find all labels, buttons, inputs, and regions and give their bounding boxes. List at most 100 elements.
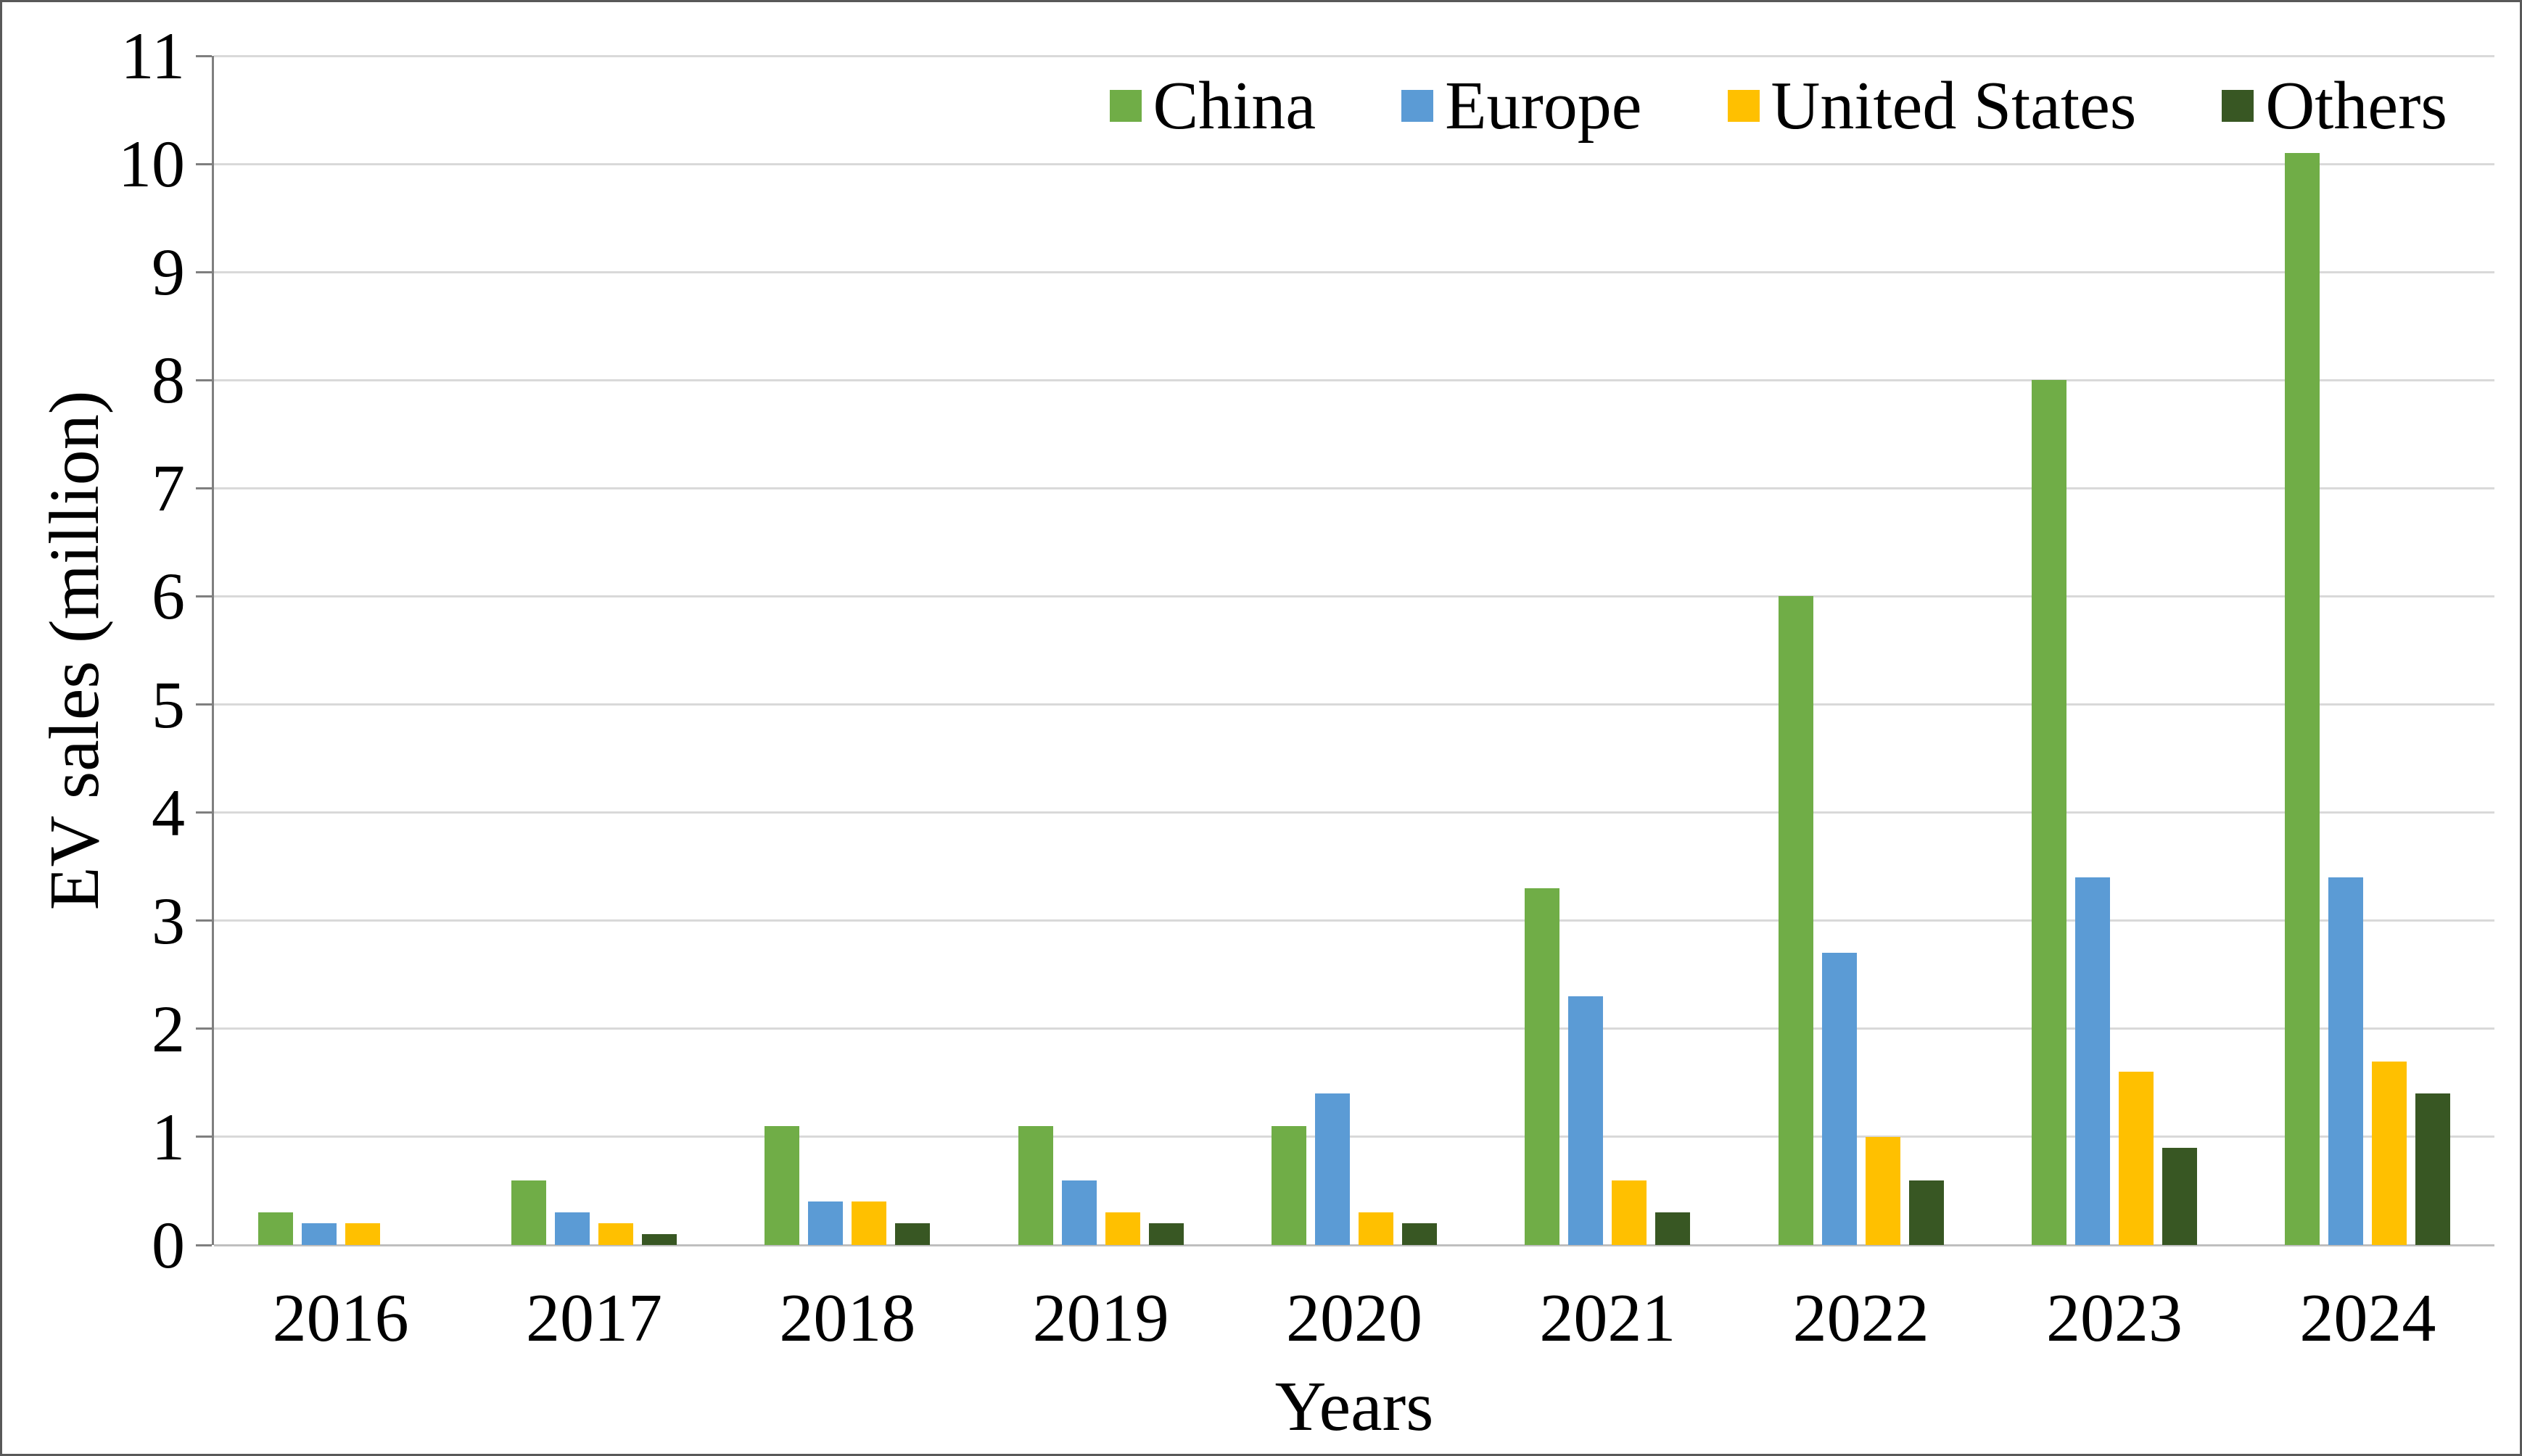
y-tick-mark-3 [196, 919, 212, 922]
y-tick-label-2: 2 [152, 991, 185, 1066]
legend-label-others: Others [2265, 68, 2447, 144]
gridline-2 [214, 1027, 2494, 1030]
legend-label-united-states: United States [1771, 68, 2137, 144]
bar-europe-2017 [554, 1212, 590, 1245]
bar-china-2019 [1018, 1126, 1053, 1245]
gridline-5 [214, 703, 2494, 706]
y-tick-label-4: 4 [152, 775, 185, 850]
gridline-1 [214, 1136, 2494, 1138]
bar-united-states-2023 [2118, 1072, 2154, 1245]
bar-group-2018 [721, 56, 974, 1245]
bar-united-states-2018 [852, 1201, 887, 1245]
bar-europe-2016 [301, 1223, 337, 1245]
gridline-9 [214, 270, 2494, 273]
legend-swatch-others [2222, 90, 2254, 122]
y-tick-label-6: 6 [152, 559, 185, 634]
bars-layer [214, 56, 2494, 1245]
bar-united-states-2016 [345, 1223, 380, 1245]
y-tick-mark-6 [196, 595, 212, 597]
y-axis-tick-labels: 0 1 2 3 4 5 6 7 8 9 10 11 [2, 2, 185, 1454]
x-tick-label-2017: 2017 [526, 1281, 662, 1356]
y-tick-label-1: 1 [152, 1099, 185, 1174]
bar-group-2023 [1987, 56, 2241, 1245]
y-tick-mark-8 [196, 379, 212, 381]
gridline-11 [214, 54, 2494, 57]
x-axis-title: Years [1274, 1368, 1434, 1446]
legend-label-china: China [1153, 68, 1316, 144]
y-tick-mark-7 [196, 487, 212, 489]
bar-group-2016 [214, 56, 467, 1245]
gridline-3 [214, 919, 2494, 922]
y-tick-mark-2 [196, 1027, 212, 1030]
y-tick-label-3: 3 [152, 883, 185, 958]
y-tick-label-9: 9 [152, 235, 185, 310]
legend-item-united-states: United States [1727, 68, 2137, 144]
bar-europe-2019 [1061, 1180, 1097, 1245]
bar-united-states-2022 [1865, 1136, 1900, 1245]
bar-europe-2023 [2074, 877, 2110, 1245]
bar-others-2020 [1401, 1223, 1437, 1245]
bar-group-2022 [1734, 56, 1987, 1245]
bar-others-2021 [1655, 1212, 1691, 1245]
bar-china-2021 [1525, 888, 1560, 1245]
bar-china-2024 [2285, 153, 2320, 1245]
bar-others-2017 [641, 1234, 677, 1245]
gridline-4 [214, 811, 2494, 814]
legend-item-others: Others [2222, 72, 2447, 140]
x-tick-label-2019: 2019 [1032, 1281, 1169, 1356]
bar-china-2018 [765, 1126, 800, 1245]
gridline-8 [214, 379, 2494, 381]
legend-item-europe: Europe [1401, 68, 1642, 144]
bar-group-2024 [2241, 56, 2494, 1245]
bar-united-states-2020 [1358, 1212, 1393, 1245]
bar-china-2017 [511, 1180, 546, 1245]
y-tick-mark-0 [196, 1244, 212, 1246]
bar-others-2023 [2162, 1147, 2197, 1245]
bar-group-2020 [1227, 56, 1480, 1245]
y-tick-mark-5 [196, 703, 212, 706]
y-tick-label-0: 0 [152, 1208, 185, 1282]
x-tick-label-2018: 2018 [779, 1281, 916, 1356]
y-tick-mark-11 [196, 54, 212, 57]
gridline-6 [214, 595, 2494, 597]
legend-item-china: China [1109, 68, 1316, 144]
y-tick-label-8: 8 [152, 343, 185, 418]
y-tick-mark-1 [196, 1136, 212, 1138]
bar-group-2017 [467, 56, 720, 1245]
x-axis-tick-labels: 2016 2017 2018 2019 2020 2021 2022 2023 2024 [2, 1284, 2520, 1357]
bar-group-2021 [1481, 56, 1734, 1245]
legend-swatch-europe [1401, 90, 1434, 122]
y-tick-label-11: 11 [120, 19, 185, 93]
bar-europe-2018 [808, 1201, 844, 1245]
legend-swatch-china [1109, 90, 1142, 122]
bar-europe-2022 [1821, 953, 1857, 1245]
bar-united-states-2017 [598, 1223, 633, 1245]
bar-united-states-2019 [1105, 1212, 1140, 1245]
bar-united-states-2024 [2372, 1061, 2407, 1245]
bar-china-2016 [257, 1212, 293, 1245]
x-tick-label-2021: 2021 [1539, 1281, 1676, 1356]
bar-united-states-2021 [1612, 1180, 1647, 1245]
y-tick-mark-4 [196, 811, 212, 814]
plot-area [196, 54, 2494, 1246]
y-tick-mark-10 [196, 162, 212, 165]
y-tick-mark-9 [196, 270, 212, 273]
gridline-0 [214, 1244, 2494, 1246]
y-tick-label-7: 7 [152, 451, 185, 526]
bar-china-2022 [1778, 596, 1813, 1245]
bar-others-2018 [895, 1223, 931, 1245]
bar-others-2024 [2415, 1093, 2451, 1245]
bar-others-2019 [1148, 1223, 1184, 1245]
gridline-10 [214, 162, 2494, 165]
gridline-7 [214, 487, 2494, 489]
x-tick-label-2020: 2020 [1286, 1281, 1422, 1356]
y-axis-line [212, 56, 214, 1245]
bar-group-2019 [974, 56, 1227, 1245]
legend-label-europe: Europe [1445, 68, 1642, 144]
bar-europe-2024 [2328, 877, 2364, 1245]
bar-china-2020 [1271, 1126, 1306, 1245]
legend: China Europe United States Others [1109, 68, 2447, 144]
x-tick-label-2022: 2022 [1792, 1281, 1929, 1356]
x-tick-label-2016: 2016 [272, 1281, 409, 1356]
